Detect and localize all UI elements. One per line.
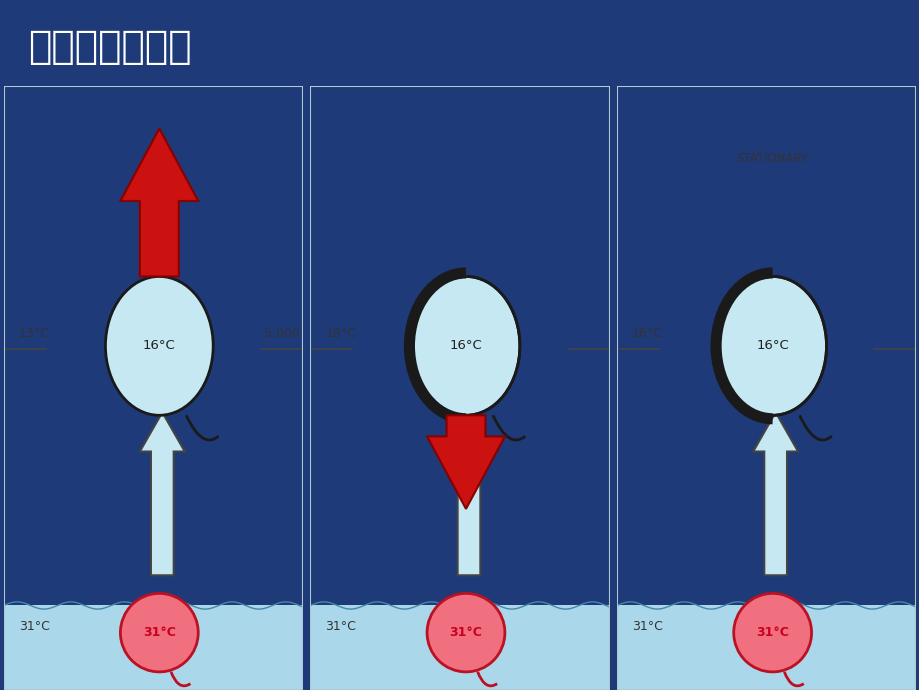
Ellipse shape: [718, 277, 825, 415]
Bar: [310, 606, 609, 690]
Text: 31°C: 31°C: [18, 620, 50, 633]
Text: 31°C: 31°C: [449, 626, 482, 639]
Ellipse shape: [120, 593, 198, 672]
Polygon shape: [140, 412, 185, 575]
Text: 31°C: 31°C: [142, 626, 176, 639]
Ellipse shape: [106, 277, 213, 415]
Ellipse shape: [412, 277, 519, 415]
Polygon shape: [120, 128, 198, 277]
Text: 16°C: 16°C: [755, 339, 789, 353]
Text: 16°C: 16°C: [142, 339, 176, 353]
Text: 31°C: 31°C: [631, 620, 662, 633]
Polygon shape: [426, 415, 505, 509]
Text: STATIONARY: STATIONARY: [736, 152, 808, 165]
Polygon shape: [753, 412, 797, 575]
Polygon shape: [446, 412, 491, 575]
Text: 16°C: 16°C: [631, 327, 662, 340]
Ellipse shape: [733, 593, 811, 672]
Text: 13°C: 13°C: [18, 327, 50, 340]
Ellipse shape: [426, 593, 505, 672]
Text: 31°C: 31°C: [325, 620, 356, 633]
Text: 5,000: 5,000: [264, 327, 300, 340]
Text: 16°C: 16°C: [449, 339, 482, 353]
Text: 一、大气稳定度: 一、大气稳定度: [28, 28, 191, 66]
Text: 18°C: 18°C: [325, 327, 356, 340]
Bar: [617, 606, 915, 690]
Bar: [4, 606, 302, 690]
Text: 31°C: 31°C: [755, 626, 789, 639]
